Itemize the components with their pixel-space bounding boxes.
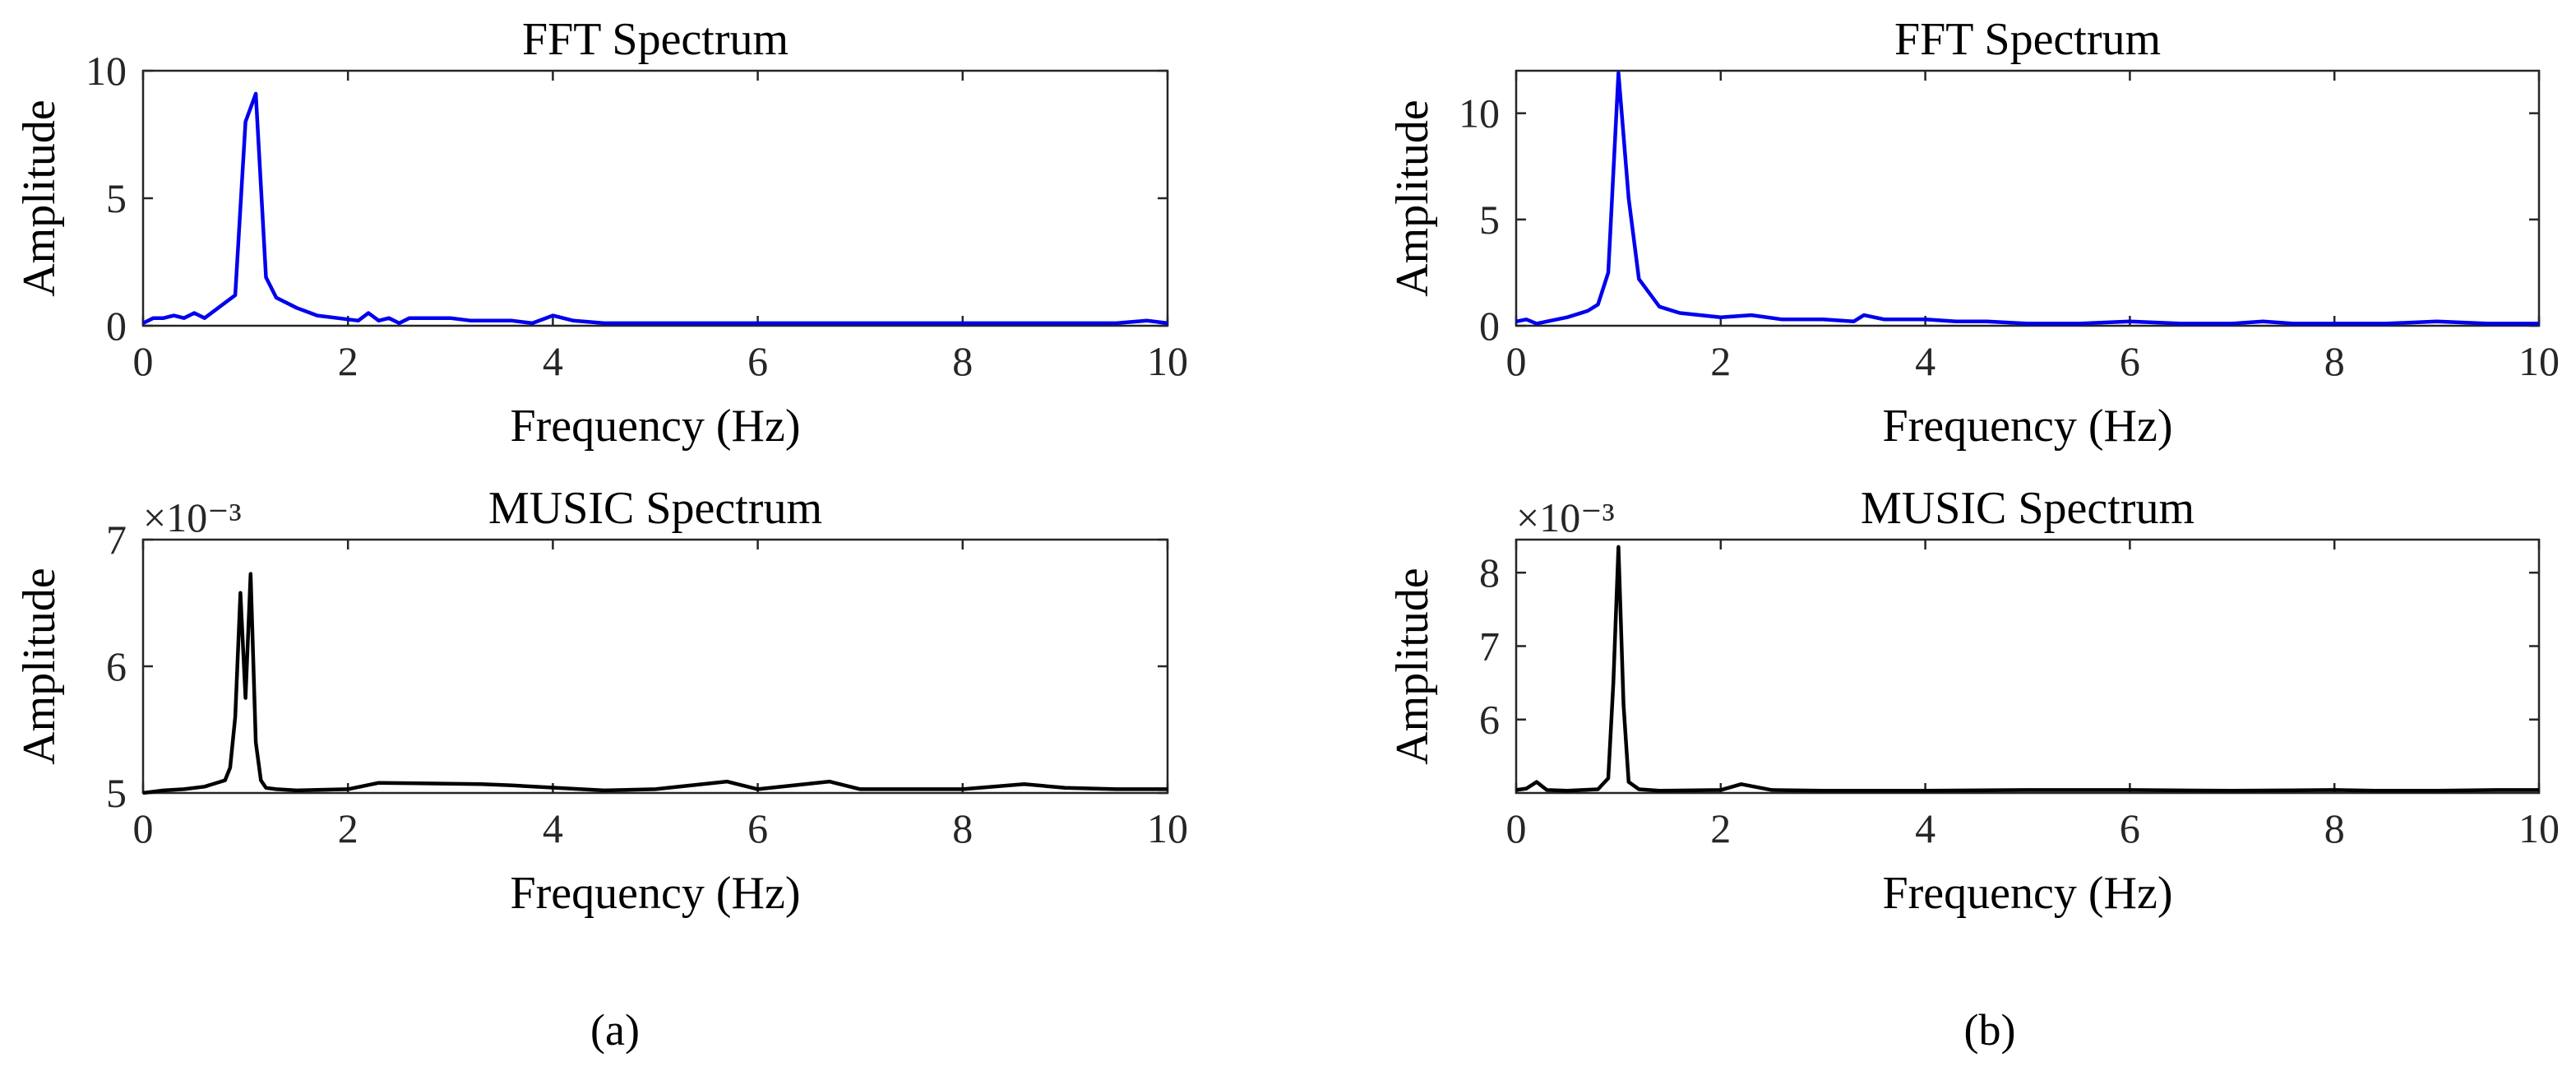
x-tick-label: 4 bbox=[1915, 805, 1935, 851]
chart-title: MUSIC Spectrum bbox=[1861, 483, 2194, 534]
exponent-label: ×10⁻³ bbox=[143, 494, 242, 540]
x-tick-label: 0 bbox=[1506, 338, 1527, 384]
x-tick-label: 8 bbox=[952, 338, 973, 384]
x-tick-label: 10 bbox=[1147, 338, 1188, 384]
x-tick-label: 2 bbox=[338, 805, 358, 851]
y-tick-label: 5 bbox=[106, 770, 127, 816]
chart-title: FFT Spectrum bbox=[1894, 14, 2161, 65]
x-axis-label: Frequency (Hz) bbox=[1883, 401, 2173, 452]
x-tick-label: 8 bbox=[952, 805, 973, 851]
x-axis-label: Frequency (Hz) bbox=[511, 401, 801, 452]
plot-frame bbox=[141, 538, 1169, 795]
x-tick-label: 2 bbox=[1710, 338, 1731, 384]
y-axis-label: Amplitude bbox=[1387, 100, 1438, 297]
plot-frame bbox=[1515, 69, 2541, 327]
y-tick-label: 10 bbox=[1459, 90, 1500, 137]
x-tick-label: 6 bbox=[2120, 338, 2140, 384]
y-tick-label: 5 bbox=[106, 175, 127, 221]
y-tick-label: 6 bbox=[1479, 697, 1500, 743]
panel-label-b: (b) bbox=[1964, 1005, 2016, 1055]
x-tick-label: 10 bbox=[1147, 805, 1188, 851]
y-tick-label: 0 bbox=[106, 303, 127, 349]
series-line bbox=[142, 91, 1168, 326]
x-axis-label: Frequency (Hz) bbox=[1883, 868, 2173, 919]
x-tick-label: 2 bbox=[338, 338, 358, 384]
x-tick-label: 10 bbox=[2518, 338, 2560, 384]
panel-label-a: (a) bbox=[590, 1005, 640, 1055]
y-tick-label: 6 bbox=[106, 643, 127, 689]
x-tick-label: 0 bbox=[133, 805, 154, 851]
subplot-a-fft: 0 2 4 6 8 10 0 5 10 FFT Spectrum Frequency (Hz) Amp… bbox=[14, 14, 1188, 452]
plot-frame bbox=[141, 69, 1169, 327]
x-tick-label: 6 bbox=[747, 805, 768, 851]
series-line bbox=[1515, 545, 2539, 793]
y-tick-label: 10 bbox=[86, 48, 127, 94]
subplot-a-music: 0 2 4 6 8 10 5 6 7 MUSIC Spectrum Frequency (Hz) Am… bbox=[14, 483, 1188, 919]
x-tick-label: 4 bbox=[543, 805, 563, 851]
plot-frame bbox=[1515, 538, 2541, 795]
chart-title: FFT Spectrum bbox=[522, 14, 789, 65]
subplot-b-music: 0 2 4 6 8 10 6 7 8 MUSIC Spectrum Frequency (Hz) Am… bbox=[1387, 483, 2560, 919]
y-tick-label: 8 bbox=[1479, 549, 1500, 596]
y-axis-label: Amplitude bbox=[14, 100, 65, 297]
y-axis-label: Amplitude bbox=[1387, 568, 1438, 765]
x-tick-label: 6 bbox=[747, 338, 768, 384]
exponent-label: ×10⁻³ bbox=[1516, 494, 1615, 540]
x-tick-label: 10 bbox=[2518, 805, 2560, 851]
x-tick-label: 2 bbox=[1710, 805, 1731, 851]
x-tick-label: 4 bbox=[1915, 338, 1935, 384]
y-tick-label: 7 bbox=[1479, 623, 1500, 669]
y-tick-label: 5 bbox=[1479, 197, 1500, 243]
series-line bbox=[1515, 71, 2539, 326]
y-axis-label: Amplitude bbox=[14, 568, 65, 765]
chart-title: MUSIC Spectrum bbox=[488, 483, 822, 534]
series-line bbox=[142, 572, 1168, 795]
x-tick-label: 4 bbox=[543, 338, 563, 384]
y-tick-label: 0 bbox=[1479, 303, 1500, 349]
x-axis-label: Frequency (Hz) bbox=[511, 868, 801, 919]
subplot-b-fft: 0 2 4 6 8 10 0 5 10 FFT Spectrum Frequency (Hz) Amp… bbox=[1387, 14, 2560, 452]
x-tick-label: 8 bbox=[2324, 338, 2345, 384]
y-tick-label: 7 bbox=[106, 517, 127, 563]
x-tick-label: 8 bbox=[2324, 805, 2345, 851]
x-tick-label: 0 bbox=[133, 338, 154, 384]
x-tick-label: 0 bbox=[1506, 805, 1527, 851]
x-tick-label: 6 bbox=[2120, 805, 2140, 851]
